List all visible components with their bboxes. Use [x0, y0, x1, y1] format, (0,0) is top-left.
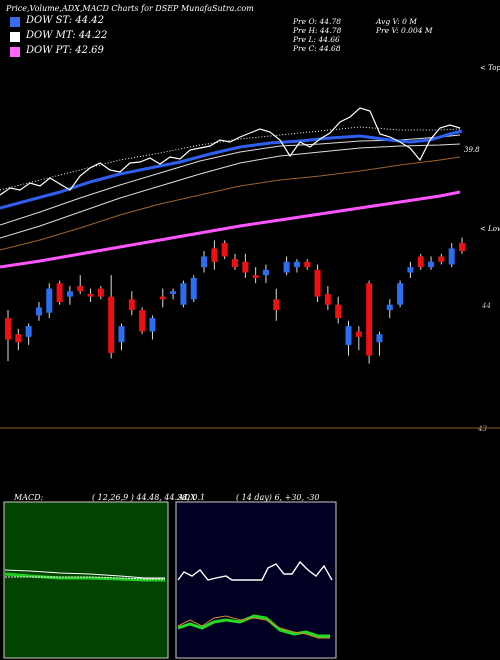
- legend-swatch-mt: [10, 32, 20, 42]
- macd-signal-line: [5, 576, 165, 580]
- candle-body: [324, 293, 331, 305]
- prev-high: Pre H: 44.78: [293, 26, 342, 35]
- legend-dow-mt: DOW MT: 44.22: [26, 30, 108, 41]
- tick-44: 44: [482, 302, 491, 310]
- candle-body: [407, 267, 414, 273]
- candle-body: [438, 256, 445, 262]
- candle-body: [190, 277, 197, 300]
- legend-swatch-pt: [10, 47, 20, 57]
- macd-line-white: [4, 569, 165, 579]
- candle-body: [139, 310, 146, 332]
- prev-volume: Pre V: 0.004 M: [376, 26, 433, 35]
- candle-body: [25, 326, 32, 337]
- candle-body: [335, 304, 342, 319]
- candle-body: [448, 248, 455, 265]
- price-close-line: [0, 107, 461, 196]
- candle-body: [46, 288, 53, 313]
- adx-green-line: [177, 614, 330, 638]
- dow-st-line: [0, 129, 463, 210]
- dow-pt-line: [0, 190, 461, 269]
- candle-body: [345, 326, 352, 345]
- lt-brown-line: [0, 156, 461, 251]
- macd-label: MACD:: [14, 493, 44, 502]
- tops-label: < Tops: [480, 64, 500, 72]
- candle-body: [314, 269, 321, 297]
- candle-body: [180, 283, 187, 305]
- candle-body: [35, 307, 42, 316]
- candle-body: [293, 261, 300, 268]
- candle-body: [211, 248, 218, 262]
- chart-title: Price,Volume,ADX,MACD Charts for DSEP Mu…: [6, 4, 254, 13]
- avg-volume: Avg V: 0 M: [376, 17, 417, 26]
- candle-body: [77, 285, 84, 292]
- legend-swatch-st: [10, 17, 20, 27]
- candle-body: [252, 275, 259, 278]
- prev-low: Pre L: 44.66: [293, 35, 340, 44]
- candles-group: [5, 237, 465, 364]
- candle-body: [201, 256, 208, 268]
- candle-body: [232, 259, 238, 268]
- candle-body: [128, 299, 135, 311]
- candle-body: [159, 296, 166, 300]
- candle-body: [376, 334, 383, 343]
- tick-43: 43: [478, 425, 487, 433]
- prev-open: Pre O: 44.78: [293, 17, 341, 26]
- prev-close: Pre C: 44.68: [293, 44, 341, 53]
- candle-body: [386, 304, 393, 311]
- legend-dow-st: DOW ST: 44.42: [26, 15, 105, 26]
- candle-body: [283, 261, 290, 273]
- candle-body: [149, 318, 156, 332]
- adx-white-line: [177, 560, 333, 581]
- candle-body: [397, 283, 404, 305]
- candle-body: [273, 299, 280, 311]
- candle-body: [417, 256, 424, 268]
- dotted-line: [0, 126, 461, 191]
- candle-body: [355, 331, 362, 337]
- level-398-label: 39.8: [464, 146, 480, 154]
- candle-body: [221, 243, 228, 257]
- candle-body: [262, 269, 269, 276]
- macd-params: ( 12,26,9 ) 44.48, 44.38, 0.1: [92, 493, 206, 502]
- candle-body: [304, 261, 311, 268]
- candle-body: [66, 291, 73, 297]
- candle-body: [108, 296, 115, 353]
- candle-body: [118, 326, 125, 343]
- candle-body: [366, 283, 373, 356]
- macd-line-green: [4, 572, 165, 582]
- candle-body: [15, 334, 22, 343]
- legend-dow-pt: DOW PT: 42.69: [26, 45, 104, 56]
- candle-body: [428, 261, 435, 268]
- candle-body: [242, 261, 249, 273]
- adx-orange-line: [177, 615, 330, 639]
- adx-label: ADX: [178, 493, 196, 502]
- candle-body: [56, 283, 63, 303]
- candle-body: [170, 291, 177, 294]
- candle-body: [5, 318, 11, 340]
- candle-body: [459, 243, 465, 252]
- adx-params: ( 14 day) 6, +30, -30: [236, 493, 320, 502]
- candle-body: [87, 293, 94, 297]
- candle-body: [97, 288, 104, 297]
- lows-label: < Lows: [480, 225, 500, 233]
- mt-white-line-lower: [0, 143, 461, 239]
